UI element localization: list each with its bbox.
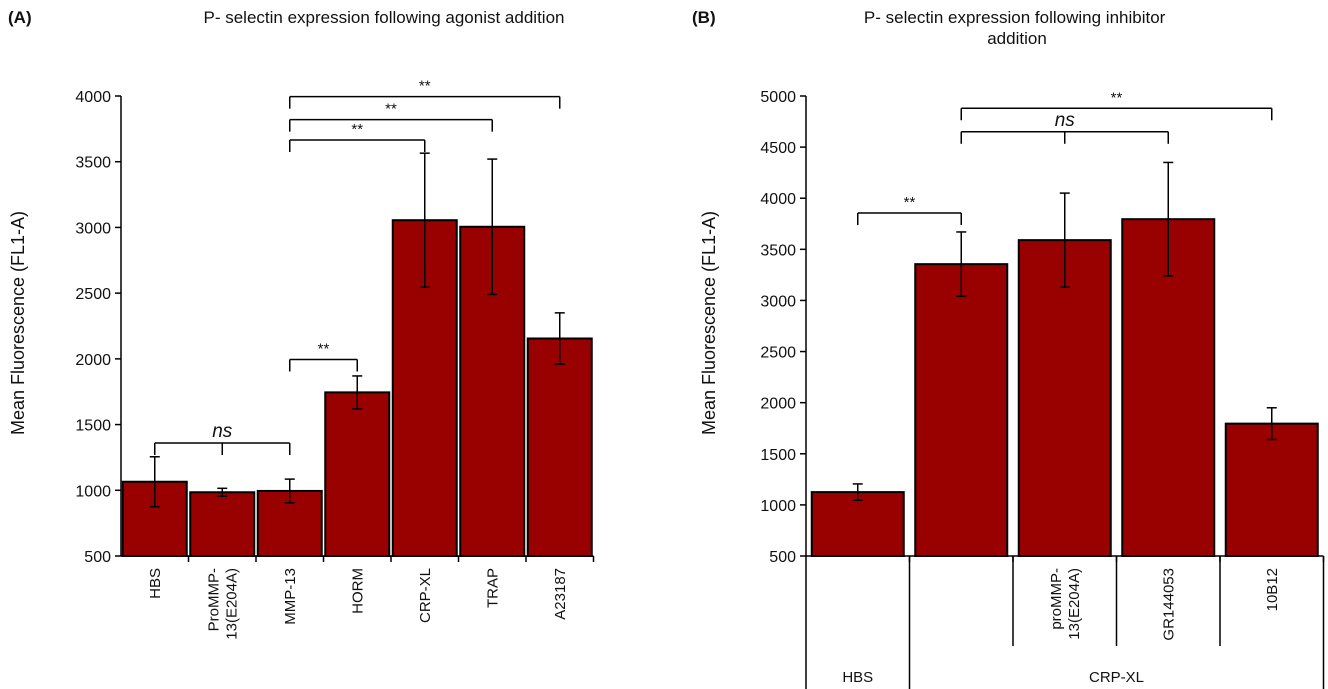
b-y-tick-label: 3000 [760, 293, 796, 310]
panel-b-y-axis-label: Mean Fluorescence (FL1-A) [699, 211, 719, 435]
b-y-tick-label: 5000 [760, 89, 796, 106]
a-category-label: ProMMP-13(E204A) [205, 568, 240, 640]
a-category-label: A23187 [552, 568, 569, 620]
a-category-label: HBS [147, 568, 164, 599]
b-category-label-line: 10B12 [1264, 568, 1281, 611]
a-category-label-line: CRP-XL [417, 568, 434, 623]
b-category-label: GR144053 [1160, 568, 1177, 641]
panel-a-y-axis-label: Mean Fluorescence (FL1-A) [8, 211, 28, 435]
b-category-label: proMMP-13(E204A) [1048, 568, 1083, 640]
a-bar [189, 491, 256, 557]
a-category-label-line: HORM [349, 568, 366, 614]
panel-b-plot: 500 1000 1500 2000 2500 3000 3500 4000 4500 5000 p… [760, 89, 1325, 689]
a-y-tick-label: 1500 [75, 418, 111, 435]
a-y-tick-label: 2000 [75, 352, 111, 369]
b-group-label: HBS [842, 669, 873, 686]
panel-b-title-line-1: P- selectin expression following inhibit… [864, 8, 1166, 27]
b-y-tick-label: 2500 [760, 345, 796, 362]
a-category-label-line: 13(E204A) [223, 568, 240, 640]
b-y-tick-label: 3500 [760, 242, 796, 259]
a-category-label: TRAP [484, 568, 501, 608]
b-category-label-line: GR144053 [1160, 568, 1177, 641]
a-category-label: CRP-XL [417, 568, 434, 623]
a-category-label-line: HBS [147, 568, 164, 599]
panel-b: (B) P- selectin expression following inh… [692, 8, 1325, 689]
panel-a: (A) P- selectin expression following ago… [8, 8, 595, 640]
panel-b-title-line-2: addition [987, 29, 1047, 48]
panel-b-letter: (B) [692, 8, 716, 27]
b-group-label: CRP-XL [1089, 669, 1144, 686]
b-significance-label: ns [1055, 110, 1076, 131]
a-category-label-line: MMP-13 [282, 568, 299, 625]
b-y-tick-label: 1000 [760, 498, 796, 515]
a-significance-label: ** [351, 121, 363, 138]
a-significance-label: ** [318, 341, 330, 358]
a-significance-label: ** [385, 101, 397, 118]
b-significance-label: ** [904, 194, 916, 211]
b-y-tick-label: 4000 [760, 191, 796, 208]
b-category-label: 10B12 [1264, 568, 1281, 611]
a-category-label-line: A23187 [552, 568, 569, 620]
b-y-tick-label: 1500 [760, 447, 796, 464]
b-category-label-line: proMMP- [1048, 568, 1065, 630]
a-bar [324, 391, 391, 557]
panel-a-title: P- selectin expression following agonist… [204, 8, 565, 27]
a-y-tick-label: 500 [84, 549, 111, 566]
a-bar [526, 337, 593, 557]
b-bar [1017, 239, 1112, 557]
a-significance-label: ** [419, 78, 431, 95]
panel-a-letter: (A) [8, 8, 32, 27]
a-y-tick-label: 3500 [75, 155, 111, 172]
b-bar [810, 491, 905, 558]
b-category-label-line: 13(E204A) [1066, 568, 1083, 640]
a-category-label: MMP-13 [282, 568, 299, 625]
b-y-tick-label: 500 [769, 549, 796, 566]
panel-b-title: P- selectin expression following inhibit… [864, 8, 1170, 48]
b-y-tick-label: 2000 [760, 396, 796, 413]
a-y-tick-label: 1000 [75, 483, 111, 500]
a-y-tick-label: 3000 [75, 220, 111, 237]
a-category-label: HORM [349, 568, 366, 614]
b-bar [1224, 422, 1319, 557]
a-significance-label: ns [212, 421, 233, 442]
a-category-label-line: ProMMP- [205, 568, 222, 631]
a-y-tick-label: 4000 [75, 89, 111, 106]
b-significance-label: ** [1111, 89, 1123, 106]
a-category-label-line: TRAP [484, 568, 501, 608]
b-bar [914, 263, 1009, 557]
panel-a-plot: 500 1000 1500 2000 2500 3000 3500 4000 HBS ProMMP… [75, 78, 595, 640]
a-y-tick-label: 2500 [75, 286, 111, 303]
b-y-tick-label: 4500 [760, 140, 796, 157]
